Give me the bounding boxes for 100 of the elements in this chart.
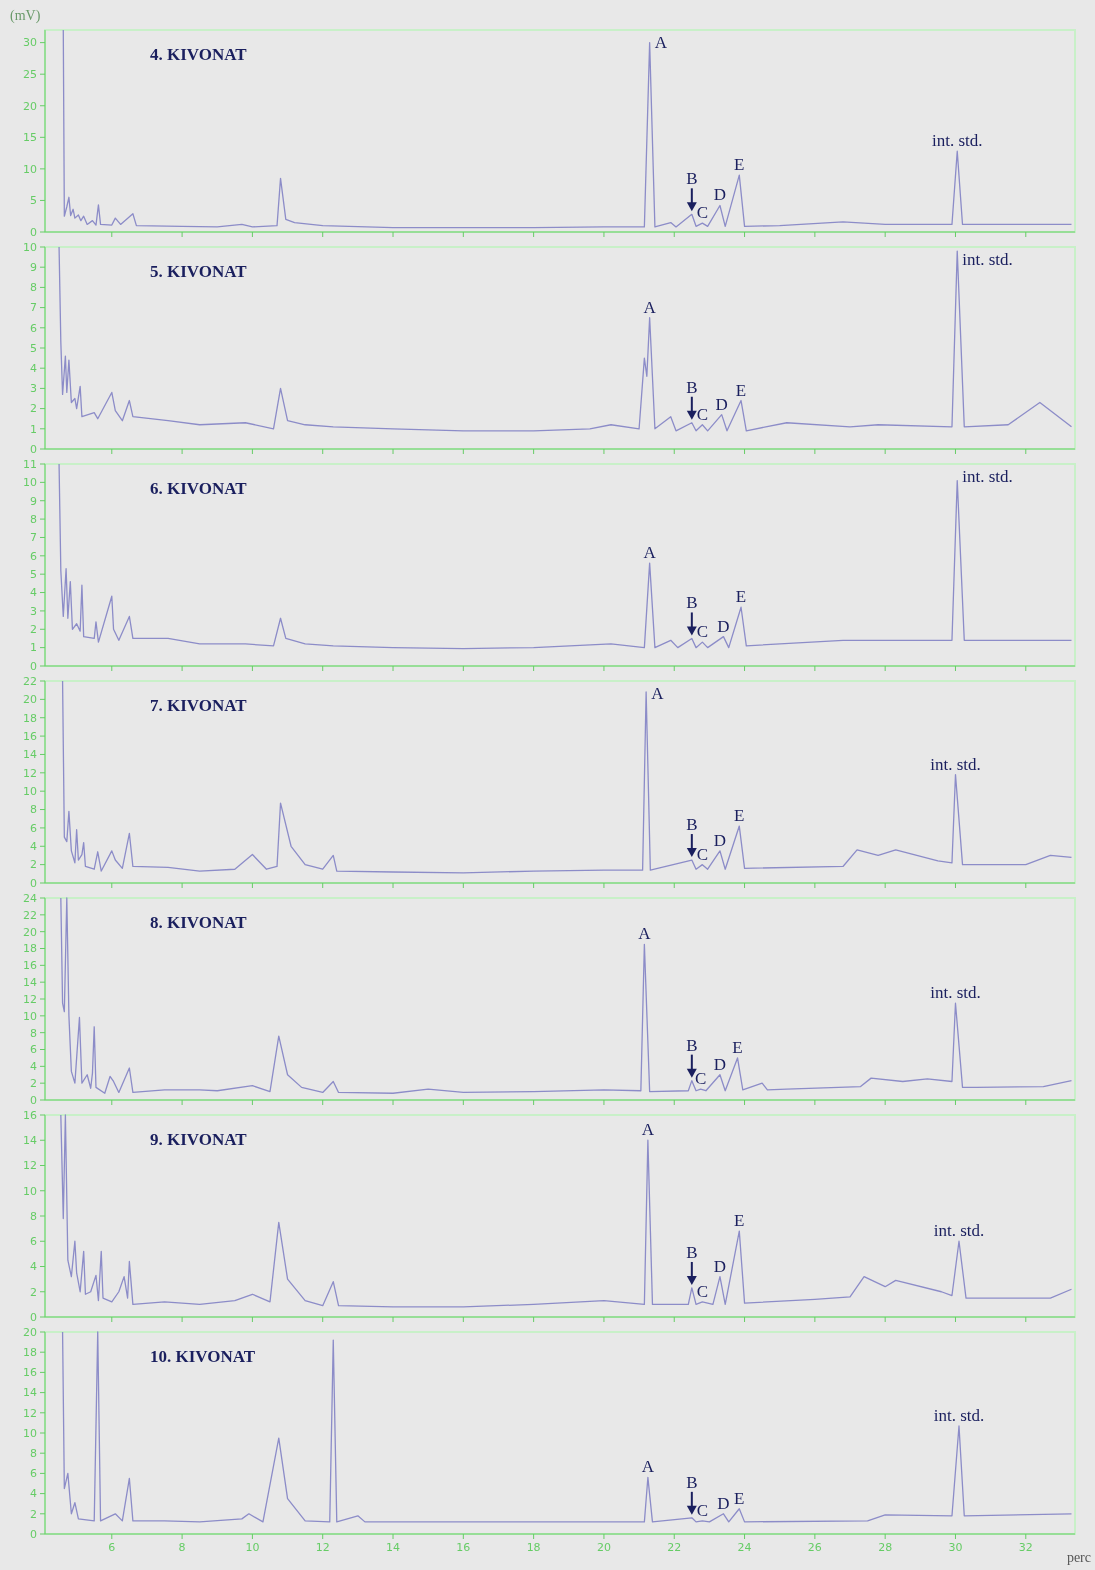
line-series [58, 246, 1073, 432]
annotation: int. std. [931, 131, 983, 151]
y-tick-label: 2 [30, 1077, 37, 1091]
x-tick-label: 32 [1018, 1541, 1033, 1554]
annotation: A [654, 33, 668, 52]
annotation: int. std. [962, 467, 1013, 486]
annotation: B [686, 593, 698, 613]
y-tick-label: 4 [30, 1487, 37, 1501]
annotation: A [638, 924, 652, 944]
y-tick-label: 7 [30, 531, 37, 545]
y-tick-label: 10 [23, 240, 37, 254]
y-tick-label: 2 [30, 1285, 37, 1299]
x-tick-label: 6 [108, 1541, 116, 1554]
x-tick-label: 22 [667, 1541, 682, 1554]
line-series [60, 1114, 1073, 1308]
annotation: C [696, 844, 709, 864]
y-tick-label: 3 [30, 604, 37, 618]
y-tick-label: 10 [23, 1009, 37, 1023]
text: 4. KIVONAT [150, 45, 248, 64]
y-tick-label: 4 [30, 1260, 37, 1274]
annotation: int. std. [930, 983, 981, 1003]
x-tick-label: 14 [386, 1541, 401, 1554]
y-tick-label: 6 [30, 1235, 37, 1249]
y-tick-label: 16 [23, 1366, 37, 1380]
annotation: E [734, 1488, 745, 1508]
y-tick-label: 11 [23, 457, 37, 471]
annotation: D [713, 830, 727, 850]
y-tick-label: 16 [23, 959, 37, 973]
text: 9. KIVONAT [150, 1130, 248, 1149]
y-tick-label: 4 [30, 1060, 37, 1074]
text: 8. KIVONAT [150, 913, 248, 932]
y-tick-label: 20 [23, 1325, 37, 1339]
text: 6. KIVONAT [150, 479, 248, 498]
y-tick-label: 2 [30, 623, 37, 637]
annotation: D [717, 616, 730, 636]
y-tick-label: 10 [23, 162, 37, 176]
annotation: E [735, 587, 747, 607]
y-tick-label: 9 [30, 494, 37, 508]
y-tick-label: 0 [30, 442, 37, 456]
y-tick-label: 4 [30, 586, 37, 600]
annotation: E [732, 1037, 743, 1057]
y-tick-label: 18 [23, 711, 37, 725]
x-axis-title: perc [1066, 1550, 1091, 1565]
x-tick-label: 30 [948, 1541, 963, 1554]
y-tick-label: 10 [23, 1426, 37, 1440]
y-tick-label: 8 [30, 1447, 37, 1461]
y-tick-label: 7 [30, 301, 37, 315]
annotation: B [686, 1472, 698, 1492]
line-series [58, 463, 1073, 650]
y-tick-label: 20 [23, 99, 37, 113]
y-tick-label: 9 [30, 261, 37, 275]
y-tick-label: 12 [23, 1159, 37, 1173]
y-tick-label: 12 [23, 766, 37, 780]
y-tick-label: 6 [30, 321, 37, 335]
y-tick-label: 1 [30, 422, 37, 436]
x-tick-label: 12 [315, 1541, 330, 1554]
y-tick-label: 10 [23, 1184, 37, 1198]
text: 10. KIVONAT [150, 1347, 256, 1366]
annotation: B [686, 169, 698, 189]
annotation: A [643, 543, 657, 563]
y-tick-label: 8 [30, 803, 37, 817]
y-tick-label: 25 [23, 68, 37, 82]
x-tick-label: 28 [878, 1541, 893, 1554]
annotation: C [696, 404, 709, 424]
y-tick-label: 0 [30, 225, 37, 239]
y-tick-label: 6 [30, 1467, 37, 1481]
y-tick-label: 2 [30, 1507, 37, 1521]
annotation: E [734, 155, 745, 175]
annotation: C [696, 1281, 709, 1301]
y-tick-label: 22 [23, 674, 37, 688]
annotation: int. std. [930, 754, 981, 774]
annotation: C [696, 1500, 709, 1520]
y-tick-label: 4 [30, 362, 37, 376]
line-series [62, 29, 1073, 229]
y-tick-label: 14 [23, 748, 37, 762]
annotation: E [734, 806, 745, 826]
annotation: C [696, 622, 709, 642]
annotation: D [717, 1493, 730, 1513]
y-tick-label: 1 [30, 641, 37, 655]
y-tick-label: 6 [30, 1043, 37, 1057]
x-tick-label: 8 [178, 1541, 186, 1554]
y-tick-label: 14 [23, 1134, 37, 1148]
annotation: D [715, 394, 728, 414]
annotation: D [713, 1054, 727, 1074]
annotation: E [735, 380, 747, 400]
y-tick-label: 3 [30, 382, 37, 396]
y-tick-label: 0 [30, 876, 37, 890]
y-tick-label: 0 [30, 659, 37, 673]
y-tick-label: 16 [23, 1108, 37, 1122]
y-tick-label: 30 [23, 36, 37, 50]
y-tick-label: 15 [23, 131, 37, 145]
y-tick-label: 5 [30, 341, 37, 355]
line-series [60, 897, 1073, 1094]
annotation: B [686, 377, 698, 397]
annotation: B [686, 815, 698, 835]
y-tick-label: 8 [30, 281, 37, 295]
y-tick-label: 8 [30, 512, 37, 526]
annotation: D [713, 1256, 727, 1276]
x-tick-label: 26 [807, 1541, 822, 1554]
annotation: int. std. [933, 1405, 985, 1425]
